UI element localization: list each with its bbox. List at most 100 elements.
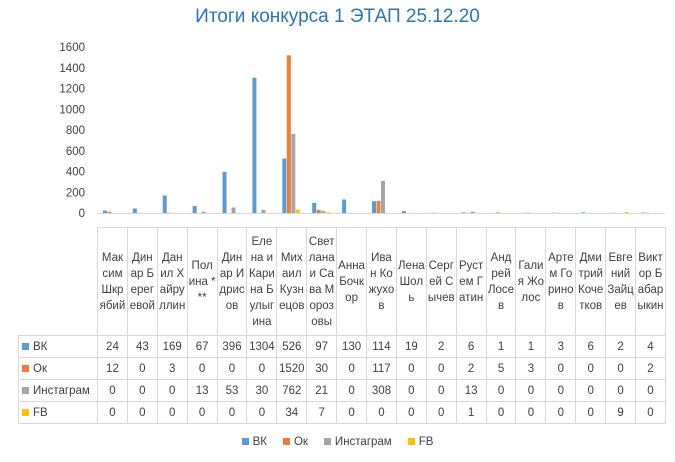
data-label: 0 (545, 357, 577, 380)
category-label: Анна Бочкор (336, 227, 368, 336)
category-label: Галия Жолос (515, 227, 547, 336)
data-label: 2 (605, 335, 637, 358)
data-label: 396 (216, 335, 248, 358)
bar-Ок (376, 200, 381, 213)
data-label: 0 (336, 357, 368, 380)
bar-FB (624, 212, 629, 213)
data-label: 0 (156, 379, 188, 402)
data-label: 0 (515, 401, 547, 424)
data-label: 0 (246, 357, 278, 380)
data-label: 114 (366, 335, 397, 358)
data-label: 97 (306, 335, 338, 358)
data-label: 526 (276, 335, 308, 358)
data-label: 1304 (246, 335, 278, 358)
data-label: 4 (635, 335, 666, 358)
bar-FB (325, 212, 330, 213)
table-row: Инстаграм 0 0 0 13 53 30 762 21 0 308 0 0 13 0 0 0 0 0 0 (18, 379, 666, 402)
bar-ВК (192, 206, 197, 213)
bar-ВК (581, 212, 586, 213)
data-label: 0 (395, 357, 427, 380)
data-label: 0 (485, 379, 517, 402)
data-label: 308 (366, 379, 397, 402)
bar-FB (295, 209, 300, 213)
y-tick-label: 200 (66, 187, 85, 199)
bar-Ок (107, 211, 112, 213)
bar-Ок (496, 212, 501, 213)
data-label: 3 (515, 357, 547, 380)
legend-swatch-icon (22, 342, 29, 350)
bar-ВК (132, 208, 137, 213)
legend-label: FB (418, 436, 434, 448)
data-label: 13 (186, 379, 218, 402)
data-label: 2 (455, 357, 487, 380)
legend-item: FB (407, 436, 434, 448)
data-label: 30 (306, 357, 338, 380)
data-label: 0 (545, 401, 577, 424)
bar-ВК (252, 77, 257, 214)
category-label: Артем Горинов (545, 227, 577, 336)
data-label: 0 (635, 401, 666, 424)
data-label: 0 (425, 357, 457, 380)
category-label: Сергей Сычев (425, 227, 457, 336)
y-tick-label: 1200 (59, 84, 85, 96)
legend-label: Ок (293, 436, 308, 448)
table-row: Ок 12 0 3 0 0 0 1520 30 0 117 0 0 2 5 3 0 0 0 2 (18, 357, 666, 380)
data-label: 34 (276, 401, 308, 424)
series-label: Ок (18, 357, 98, 380)
y-tick-label: 1400 (59, 63, 85, 75)
series-name: Инстаграм (33, 384, 90, 397)
data-label: 0 (336, 379, 368, 402)
data-label: 0 (126, 379, 158, 402)
data-label: 0 (126, 357, 158, 380)
data-label: 0 (97, 379, 128, 402)
data-label: 7 (306, 401, 338, 424)
bar-Инстаграм (201, 211, 206, 213)
data-label: 0 (575, 379, 607, 402)
bar-Инстаграм (231, 207, 236, 213)
y-tick-label: 1600 (59, 42, 85, 54)
data-label: 0 (186, 401, 218, 424)
series-label: Инстаграм (18, 379, 98, 402)
data-label: 1 (515, 335, 547, 358)
bar-chart-plot: 0 200 400 600 800 1000 1200 1400 1600 (59, 42, 665, 220)
legend-item: Инстаграм (323, 436, 392, 448)
category-label: Светлана и Сава Морозовы (306, 227, 338, 336)
data-label: 0 (425, 379, 457, 402)
chart-legend: ВК Ок Инстаграм FB (0, 436, 675, 448)
table-row: ВК 24 43 169 67 396 1304 526 97 130 114 19 2 6 1 1 3 6 2 4 (18, 335, 666, 358)
category-label: Лена Шоль (395, 227, 427, 336)
legend-swatch-icon (22, 364, 29, 372)
data-label: 1 (455, 401, 487, 424)
data-label: 6 (455, 335, 487, 358)
data-label: 0 (216, 401, 248, 424)
data-label: 30 (246, 379, 278, 402)
category-label: Иван Кожухов (366, 227, 397, 336)
data-label: 0 (575, 401, 607, 424)
category-label: Дмитрий Кочетков (575, 227, 607, 336)
legend-swatch-icon (323, 438, 331, 445)
bar-ВК (312, 202, 317, 213)
data-label: 1520 (276, 357, 308, 380)
data-label: 21 (306, 379, 338, 402)
data-label: 6 (575, 335, 607, 358)
bar-Инстаграм (261, 209, 266, 213)
data-label: 0 (246, 401, 278, 424)
data-label: 0 (366, 401, 397, 424)
category-label: Полина *** (186, 227, 218, 336)
data-label: 169 (156, 335, 188, 358)
legend-swatch-icon (241, 438, 249, 445)
category-label: Динар Берегевой (126, 227, 158, 336)
legend-label: Инстаграм (334, 436, 392, 448)
chart-title: Итоги конкурса 1 ЭТАП 25.12.20 (195, 6, 480, 27)
data-label: 9 (605, 401, 637, 424)
bar-Ок (286, 55, 291, 213)
data-table: Максим Шкрябий Динар Берегевой Данил Хайру… (18, 227, 666, 424)
data-label: 0 (336, 401, 368, 424)
y-tick-label: 400 (66, 167, 85, 179)
table-row: FB 0 0 0 0 0 0 34 7 0 0 0 0 1 0 0 0 0 9 0 (18, 401, 666, 424)
y-tick-label: 800 (66, 125, 85, 137)
legend-swatch-icon (282, 438, 290, 445)
data-label: 2 (635, 357, 666, 380)
bar-Инстаграм (321, 210, 326, 213)
series-label: FB (18, 401, 98, 424)
